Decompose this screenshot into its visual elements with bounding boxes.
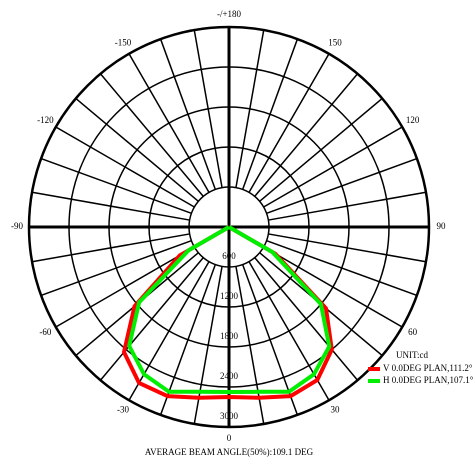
grid-circle xyxy=(108,106,350,348)
angle-tick-label: -60 xyxy=(39,327,51,337)
angle-tick-label: 0 xyxy=(227,433,232,443)
r-tick-label: 2400 xyxy=(220,371,239,381)
r-tick-label: 3000 xyxy=(220,411,239,421)
angle-tick-label: -150 xyxy=(115,37,132,47)
series-line xyxy=(122,225,334,400)
angle-tick-label: 90 xyxy=(437,221,447,231)
angle-tick-label: 150 xyxy=(328,37,342,47)
angle-tick-label: -90 xyxy=(11,221,23,231)
r-tick-label: 1800 xyxy=(220,331,239,341)
angle-tick-label: 30 xyxy=(331,405,341,415)
grid-circle xyxy=(188,186,270,268)
unit-label: UNIT:cd xyxy=(396,350,429,360)
grid-circle xyxy=(148,146,310,308)
angle-tick-label: 120 xyxy=(406,115,420,125)
r-tick-label: 600 xyxy=(222,251,236,261)
chart-title: AVERAGE BEAM ANGLE(50%):109.1 DEG xyxy=(145,447,314,457)
r-tick-label: 1200 xyxy=(220,291,239,301)
grid-circle xyxy=(68,66,390,388)
series-line xyxy=(127,225,332,394)
legend-label: H 0.0DEG PLAN,107.1° xyxy=(383,375,474,385)
angle-tick-label: -30 xyxy=(117,405,129,415)
angle-tick-label: -/+180 xyxy=(217,9,242,19)
grid-circle xyxy=(27,25,431,429)
angle-tick-label: 60 xyxy=(408,327,418,337)
legend-label: V 0.0DEG PLAN,111.2° xyxy=(383,363,473,373)
angle-tick-label: -120 xyxy=(37,115,54,125)
